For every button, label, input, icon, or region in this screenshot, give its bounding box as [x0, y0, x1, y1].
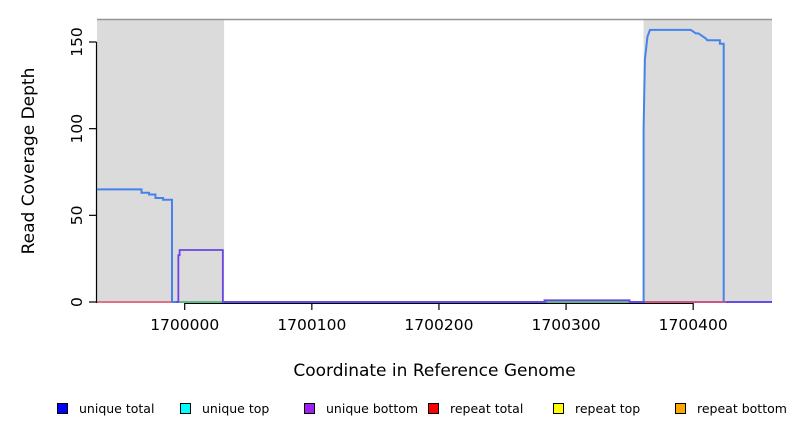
legend-swatch-icon	[304, 402, 315, 414]
legend-swatch-icon	[553, 402, 564, 414]
series-unique-bottom	[175, 249, 772, 303]
legend-item-repeat-bottom: repeat bottom	[675, 399, 787, 417]
legend-label: repeat top	[575, 400, 641, 416]
y-tick-label: 50	[68, 205, 86, 225]
y-tick-label: 0	[68, 297, 86, 307]
legend-label: unique total	[79, 400, 155, 416]
x-tick-label: 1700100	[277, 316, 346, 334]
y-axis-title: Read Coverage Depth	[19, 67, 39, 255]
series-unique-total	[97, 28, 772, 303]
legend-swatch-icon	[675, 402, 686, 414]
legend-label: unique top	[202, 400, 270, 416]
legend-label: repeat bottom	[697, 400, 787, 416]
x-tick-label: 1700400	[659, 316, 728, 334]
legend-label: repeat total	[450, 400, 524, 416]
legend-item-unique-total: unique total	[57, 399, 154, 417]
legend-item-repeat-top: repeat top	[553, 399, 640, 417]
legend-label: unique bottom	[326, 400, 419, 416]
x-tick-label: 1700200	[404, 316, 473, 334]
legend-swatch-icon	[428, 402, 439, 414]
legend-item-unique-top: unique top	[180, 399, 269, 417]
legend: unique total unique top unique bottom repea…	[0, 399, 792, 419]
legend-item-repeat-total: repeat total	[428, 399, 523, 417]
legend-swatch-icon	[180, 402, 191, 414]
y-tick-label: 100	[68, 114, 86, 144]
y-tick-label: 150	[68, 27, 86, 57]
x-tick-label: 1700300	[532, 316, 601, 334]
repeat-region-left	[97, 20, 225, 303]
x-tick-label: 1700000	[150, 316, 219, 334]
legend-item-unique-bottom: unique bottom	[304, 399, 418, 417]
legend-swatch-icon	[57, 402, 68, 414]
repeat-region-right	[643, 20, 772, 303]
x-axis-title: Coordinate in Reference Genome	[293, 361, 576, 381]
